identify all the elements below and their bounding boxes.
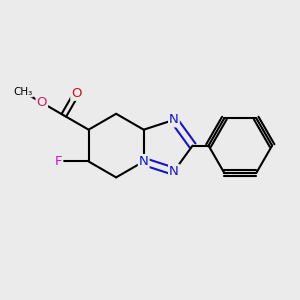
Text: N: N xyxy=(169,113,179,126)
Text: N: N xyxy=(169,165,179,178)
Text: F: F xyxy=(55,155,62,168)
Text: CH₃: CH₃ xyxy=(13,86,32,97)
Text: O: O xyxy=(71,87,82,100)
Text: O: O xyxy=(37,96,47,109)
Text: N: N xyxy=(139,155,148,168)
